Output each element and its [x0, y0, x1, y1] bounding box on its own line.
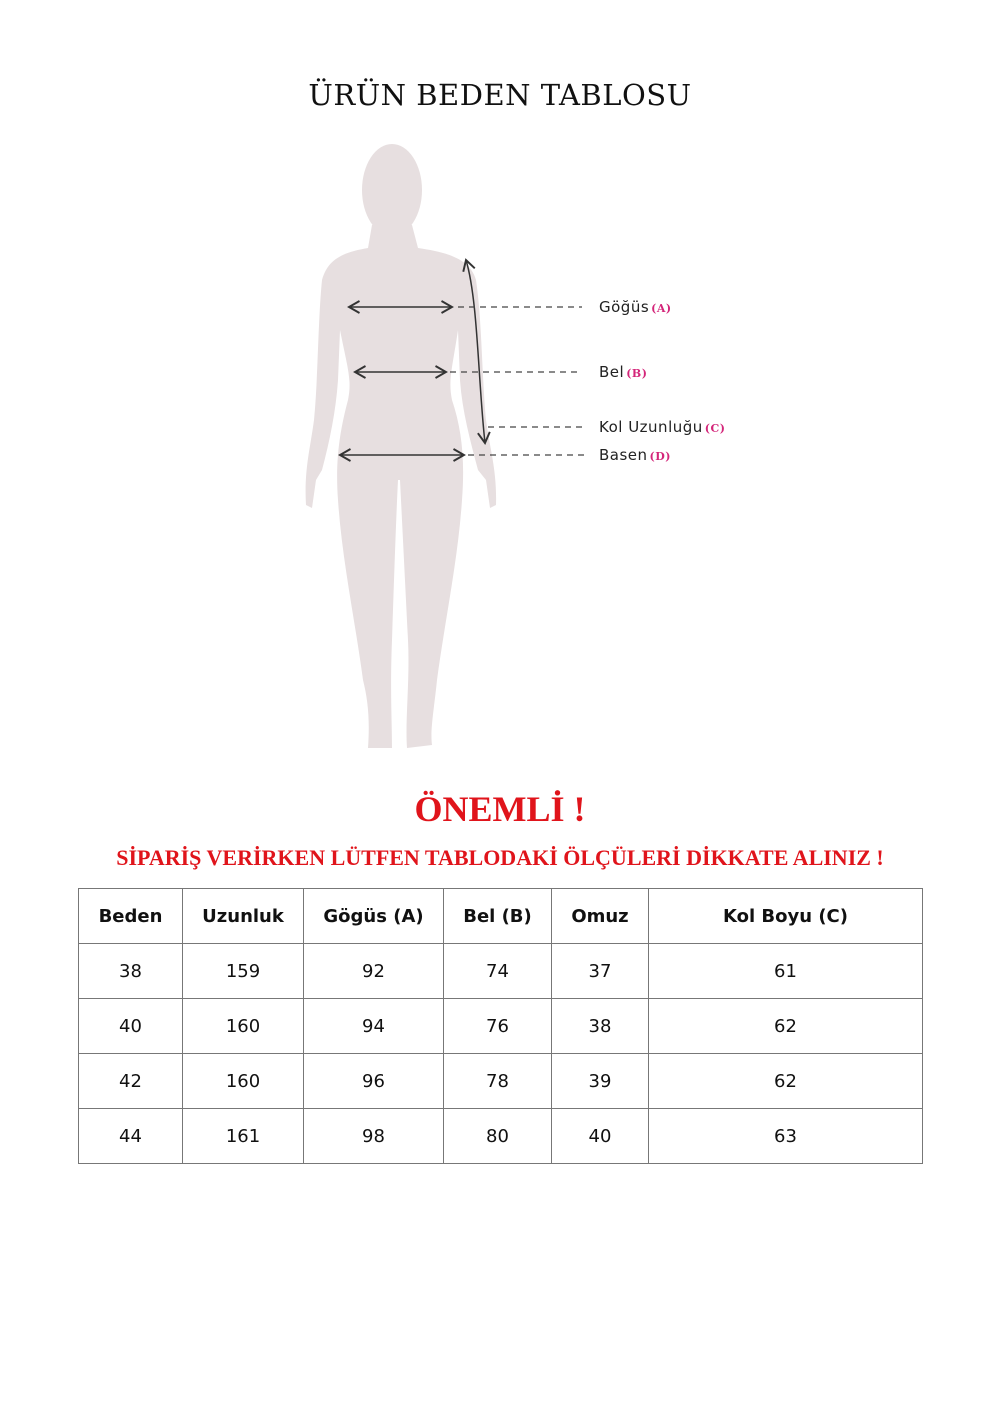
- label-tag: (D): [649, 450, 671, 463]
- table-row: 42 160 96 78 39 62: [78, 1053, 923, 1109]
- table-cell: 39: [551, 1053, 649, 1109]
- important-heading: ÖNEMLİ !: [414, 789, 586, 829]
- label-waist: Bel (B): [599, 363, 647, 381]
- label-text: Bel: [599, 363, 625, 381]
- table-row: 38 159 92 74 37 61: [78, 943, 923, 999]
- table-cell: 61: [648, 943, 923, 999]
- table-cell: 38: [551, 998, 649, 1054]
- guide-lines: [450, 306, 585, 456]
- label-chest: Göğüs (A): [599, 298, 672, 316]
- table-cell: 98: [303, 1108, 444, 1164]
- header-cell: Kol Boyu (C): [648, 888, 923, 944]
- table-cell: 76: [443, 998, 552, 1054]
- table-cell: 161: [182, 1108, 304, 1164]
- table-cell: 62: [648, 998, 923, 1054]
- table-cell: 40: [78, 998, 183, 1054]
- table-cell: 40: [551, 1108, 649, 1164]
- measurement-arrows: [338, 258, 491, 462]
- table-header-row: Beden Uzunluk Gögüs (A) Bel (B) Omuz Kol…: [78, 888, 923, 944]
- table-cell: 42: [78, 1053, 183, 1109]
- table-cell: 44: [78, 1108, 183, 1164]
- table-cell: 92: [303, 943, 444, 999]
- header-cell: Beden: [78, 888, 183, 944]
- header-cell: Bel (B): [443, 888, 552, 944]
- table-cell: 62: [648, 1053, 923, 1109]
- header-cell: Gögüs (A): [303, 888, 444, 944]
- table-cell: 80: [443, 1108, 552, 1164]
- table-cell: 37: [551, 943, 649, 999]
- label-tag: (C): [704, 422, 726, 435]
- table-cell: 94: [303, 998, 444, 1054]
- table-row: 44 161 98 80 40 63: [78, 1108, 923, 1164]
- table-cell: 160: [182, 1053, 304, 1109]
- page-title: ÜRÜN BEDEN TABLOSU: [308, 78, 692, 112]
- table-row: 40 160 94 76 38 62: [78, 998, 923, 1054]
- silhouette-shape: [305, 144, 497, 748]
- table-cell: 160: [182, 998, 304, 1054]
- size-table: Beden Uzunluk Gögüs (A) Bel (B) Omuz Kol…: [78, 888, 923, 1164]
- label-text: Kol Uzunluğu: [599, 418, 703, 436]
- table-cell: 74: [443, 943, 552, 999]
- label-text: Basen: [599, 446, 648, 464]
- table-cell: 38: [78, 943, 183, 999]
- table-cell: 96: [303, 1053, 444, 1109]
- header-cell: Omuz: [551, 888, 649, 944]
- label-text: Göğüs: [599, 298, 650, 316]
- header-cell: Uzunluk: [182, 888, 304, 944]
- table-cell: 63: [648, 1108, 923, 1164]
- body-silhouette: [305, 144, 585, 748]
- label-sleeve: Kol Uzunluğu (C): [599, 418, 725, 436]
- label-tag: (A): [651, 302, 672, 315]
- table-cell: 78: [443, 1053, 552, 1109]
- table-cell: 159: [182, 943, 304, 999]
- label-hip: Basen (D): [599, 446, 671, 464]
- warning-text: SİPARİŞ VERİRKEN LÜTFEN TABLODAKİ ÖLÇÜLE…: [116, 845, 884, 870]
- label-tag: (B): [626, 367, 648, 380]
